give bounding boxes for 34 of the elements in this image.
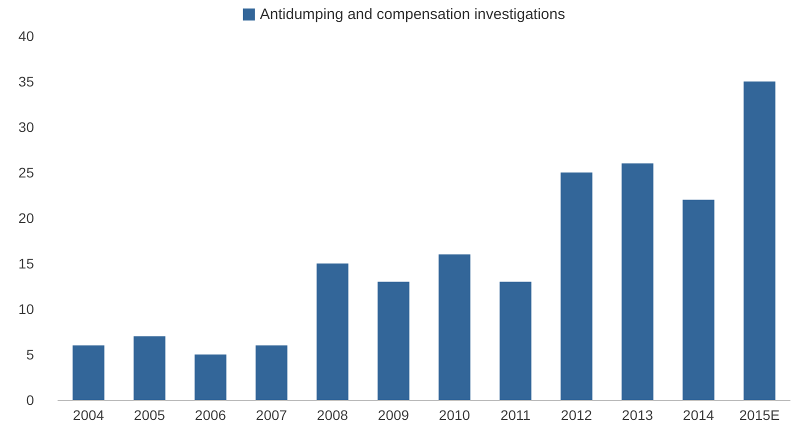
x-tick-label: 2010	[438, 407, 470, 423]
x-tick-label: 2014	[682, 407, 714, 423]
x-tick-label: 2013	[622, 407, 654, 423]
y-tick-label: 25	[18, 164, 34, 180]
legend-label: Antidumping and compensation investigations	[260, 6, 566, 23]
bar	[744, 82, 776, 400]
x-tick-label: 2005	[134, 407, 166, 423]
bar	[256, 345, 288, 400]
x-tick-label: 2011	[500, 407, 531, 423]
x-tick-label: 2004	[72, 407, 104, 423]
bar	[622, 163, 654, 400]
x-tick-label: 2008	[316, 407, 348, 423]
y-tick-label: 40	[18, 28, 34, 44]
y-tick-label: 5	[26, 346, 34, 362]
x-tick-label: 2007	[256, 407, 288, 423]
y-tick-label: 20	[18, 210, 34, 226]
y-tick-label: 15	[18, 256, 34, 272]
y-tick-label: 0	[26, 392, 34, 408]
bar	[72, 345, 104, 400]
bar	[682, 200, 714, 400]
y-tick-label: 10	[18, 301, 34, 317]
bar	[438, 254, 470, 400]
bar	[316, 264, 348, 400]
x-tick-label: 2009	[378, 407, 410, 423]
y-tick-label: 30	[18, 119, 34, 135]
bar	[500, 282, 532, 400]
bar	[134, 336, 166, 400]
x-tick-label: 2006	[194, 407, 226, 423]
y-tick-label: 35	[18, 74, 34, 90]
bar	[378, 282, 410, 400]
x-tick-label: 2015E	[739, 407, 780, 423]
bar	[194, 354, 226, 400]
x-tick-label: 2012	[560, 407, 592, 423]
bar	[560, 172, 592, 400]
